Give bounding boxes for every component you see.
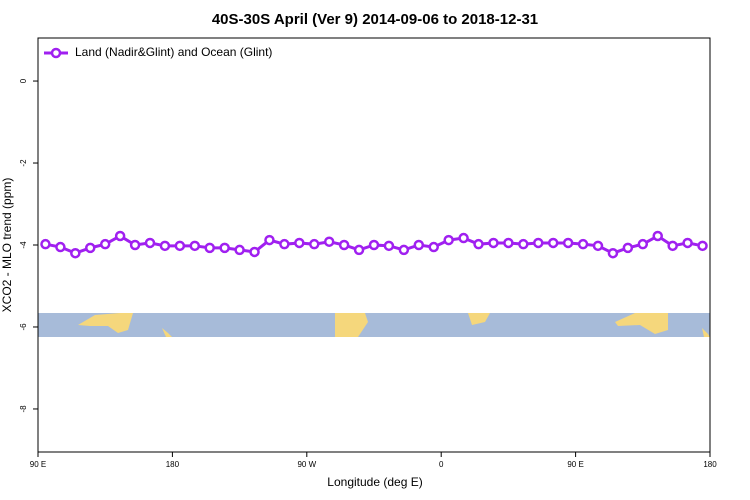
point: [518, 238, 529, 250]
point: [667, 240, 678, 252]
point: [249, 246, 260, 258]
y-tick-label: -2: [19, 159, 28, 167]
point: [338, 239, 350, 251]
chart-title: 40S-30S April (Ver 9) 2014-09-06 to 2018…: [212, 11, 538, 28]
point: [398, 244, 410, 256]
legend-marker: [50, 47, 62, 59]
point: [368, 239, 380, 251]
point: [637, 238, 649, 250]
point: [473, 238, 484, 250]
point: [353, 244, 365, 256]
legend-label: Land (Nadir&Glint) and Ocean (Glint): [75, 45, 272, 59]
point: [85, 242, 96, 254]
point: [458, 232, 469, 244]
point: [99, 238, 111, 250]
point: [547, 237, 559, 249]
point: [562, 237, 574, 249]
point: [144, 237, 156, 249]
point: [234, 244, 245, 256]
point: [697, 240, 708, 252]
point: [55, 241, 66, 253]
y-tick-label: -4: [19, 241, 28, 249]
x-axis-label: Longitude (deg E): [327, 475, 422, 489]
point: [159, 240, 171, 252]
point: [592, 240, 604, 252]
point: [40, 238, 51, 250]
x-tick-label: 90 E: [30, 460, 46, 469]
point: [204, 242, 215, 254]
point: [503, 237, 514, 249]
point: [413, 239, 425, 251]
point: [129, 239, 141, 251]
point: [607, 247, 619, 259]
y-tick-label: 0: [19, 78, 28, 83]
point: [443, 234, 454, 246]
x-tick-label: 180: [703, 460, 717, 469]
point: [264, 234, 275, 246]
point: [114, 230, 126, 242]
point: [219, 242, 230, 254]
point: [309, 238, 320, 250]
point: [189, 240, 201, 252]
point: [383, 240, 395, 252]
point: [70, 247, 81, 259]
y-axis-label: XCO2 - MLO trend (ppm): [0, 178, 14, 313]
y-tick-label: -8: [19, 405, 28, 413]
point: [174, 240, 186, 252]
x-tick-label: 0: [439, 460, 444, 469]
point: [682, 237, 693, 249]
x-tick-label: 90 W: [297, 460, 316, 469]
point: [533, 237, 544, 249]
point: [279, 238, 290, 250]
point: [294, 237, 305, 249]
point: [622, 242, 634, 254]
x-tick-label: 180: [166, 460, 180, 469]
y-tick-label: -6: [19, 323, 28, 331]
point: [577, 238, 589, 250]
point: [428, 241, 439, 253]
map-strip: [38, 313, 710, 337]
point: [323, 236, 335, 247]
x-tick-label: 90 E: [567, 460, 583, 469]
point: [488, 237, 499, 249]
point: [652, 230, 663, 242]
